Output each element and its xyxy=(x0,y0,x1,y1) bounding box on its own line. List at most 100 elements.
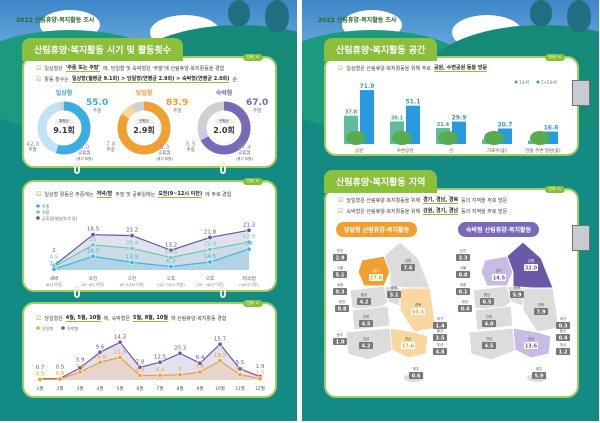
legend-marker xyxy=(36,210,40,214)
legend-marker xyxy=(536,80,540,84)
data-point xyxy=(246,239,252,245)
unit-tag: 단위: % xyxy=(242,54,263,61)
region-value: 4.2 xyxy=(360,300,369,306)
data-point xyxy=(157,372,163,378)
region-value-box xyxy=(359,320,373,327)
bullet-text: 일상형은 산림휴양·복지활동을 위해 주로 xyxy=(346,65,431,72)
bullet-emphasis: 오전(9~12시 이전) xyxy=(158,191,203,198)
value: 42.0 xyxy=(26,141,40,148)
x-tick-label: 9월 xyxy=(196,385,203,392)
region-value-box xyxy=(357,298,371,305)
bullet-text: 일상형 활동은 주중에는 xyxy=(44,191,94,198)
region-value: 4.5 xyxy=(485,344,494,350)
region-value-box xyxy=(480,298,494,305)
map-daytrip: 인천 2.9 서울 5.1 세종 0.3 대전 0.8 광주 1.0 경기 27.6 강원 7.6 충북 3.… xyxy=(333,241,447,382)
data-point xyxy=(207,259,213,265)
data-point xyxy=(177,372,183,378)
region-value: 1.4 xyxy=(436,324,445,330)
region-name: 대구 xyxy=(560,316,567,321)
check-icon: ☑ xyxy=(36,190,42,198)
region-value-box xyxy=(333,338,347,345)
data-label: 25.4 xyxy=(126,240,139,246)
region-name: 경북 xyxy=(415,302,422,307)
x-tick-label: 오전 xyxy=(128,275,136,282)
illustration-icon xyxy=(346,131,366,145)
x-tick-label: 가로수(숲) xyxy=(487,147,507,154)
region-value-box xyxy=(492,274,506,281)
region-value: 13.6 xyxy=(525,344,538,350)
region-value: 14.5 xyxy=(493,276,506,282)
donut-segment xyxy=(37,101,91,155)
bullet-text: 주말 및 공휴일에는 xyxy=(115,191,156,198)
series-area xyxy=(40,357,260,380)
bar-value-label: 29.9 xyxy=(452,115,467,122)
illustration-icon xyxy=(484,131,504,145)
card-monthly: 단위: % ☑ 당일형은 4월, 5월, 10월 에, 숙박형은 5월, 8월, 1… xyxy=(22,300,277,398)
tree-icon xyxy=(265,0,289,32)
region-name: 경기 xyxy=(496,268,502,273)
bullet-emphasis: 공원, 수변공원 등을 방문 xyxy=(433,65,488,72)
unit-tag: 단위: % xyxy=(242,178,263,185)
region-value: 0.3 xyxy=(336,290,345,296)
region-value: 4.8 xyxy=(436,350,445,356)
series-area xyxy=(54,230,249,270)
x-tick-label: 2월 xyxy=(56,385,63,392)
bullet-text: 활동 횟수는 xyxy=(44,76,69,83)
data-label: 4.5 xyxy=(50,255,59,261)
region-value-box xyxy=(359,342,373,349)
tree-icon xyxy=(530,0,552,26)
region-value-box xyxy=(333,288,347,295)
region-name: 세종 xyxy=(337,282,344,287)
x-tick-sublabel: (9~12시 이전) xyxy=(119,282,145,287)
region-value: 3.1 xyxy=(390,293,399,299)
data-label: 5 xyxy=(178,367,182,373)
donut-chart xyxy=(117,101,171,155)
card-time-of-day: 단위: % ☑ 일상형 활동은 주중에는 저녁/밤 주말 및 공휴일에는 오전(9… xyxy=(22,178,277,292)
data-point xyxy=(90,253,96,259)
monthly-chart: 0.7 0.53.99.614.37.812.520.38.415.75.51.9… xyxy=(36,325,265,392)
data-label: 13.9 xyxy=(126,254,139,260)
region-value: 4.2 xyxy=(362,344,371,350)
bullet: ☑ 숙박형은 산림휴양·복지활동을 위해 강원, 경기, 경남 등의 지역을 주로… xyxy=(338,207,507,215)
bullet-text: 에 주로 경험 xyxy=(205,191,232,198)
region-value: 1.2 xyxy=(559,350,568,356)
data-label: 1.9 xyxy=(256,364,265,370)
donut-center: 연평균 2.0회 xyxy=(209,119,239,136)
region-name: 전남 xyxy=(363,336,370,341)
region-value: 2.5 xyxy=(436,336,445,342)
region-value-box xyxy=(556,322,570,329)
legend-label: 당일형 xyxy=(42,325,53,331)
avg-label: 월평균 xyxy=(55,119,73,124)
region-value-box xyxy=(401,264,415,271)
value: 7.8 xyxy=(106,141,116,148)
label: 주말 xyxy=(28,148,37,154)
data-label: 0.5 xyxy=(36,371,45,377)
data-point xyxy=(168,255,174,261)
bullet-emphasis: 일상형(월평균 9.1회) > 당일형(연평균 2.9회) > 숙박형(연평균 … xyxy=(71,76,230,83)
region-value: 0.1 xyxy=(459,290,468,296)
data-label: 6.3 xyxy=(167,259,176,265)
donut-segment xyxy=(117,101,171,155)
region-value: 0.8 xyxy=(338,307,347,313)
data-label: 5.5 xyxy=(236,360,245,366)
tree-icon xyxy=(567,0,591,32)
x-tick-sublabel: (18시 이후) xyxy=(239,282,259,287)
bullet: ☑ 일상형은 산림휴양·복지활동을 위해 주로 공원, 수변공원 등을 방문 xyxy=(338,64,488,72)
data-point xyxy=(237,372,243,378)
series-line xyxy=(39,356,261,381)
region-value-box xyxy=(510,291,524,298)
check-icon: ☑ xyxy=(36,75,42,83)
binder-clip-icon xyxy=(572,80,590,106)
check-icon: ☑ xyxy=(338,207,344,215)
region-value-box xyxy=(369,274,383,281)
data-label: 20.3 xyxy=(174,345,187,351)
illustration-icon xyxy=(530,131,550,145)
region-name: 충북 xyxy=(514,285,521,290)
activity-space-bar-chart: 1순위1+2순위37.871.9공원30.151.1수변공원21.429.9산6… xyxy=(344,79,561,154)
illustration-icon xyxy=(392,131,412,145)
bar-value-label: 30.1 xyxy=(391,115,404,121)
data-label: 13.2 xyxy=(165,242,177,248)
data-point xyxy=(97,349,103,355)
bullet-text: 일상형은 xyxy=(44,65,63,72)
bullet: ☑ 일상형 활동은 주중에는 저녁/밤 주말 및 공휴일에는 오전(9~12시 이… xyxy=(36,190,231,198)
